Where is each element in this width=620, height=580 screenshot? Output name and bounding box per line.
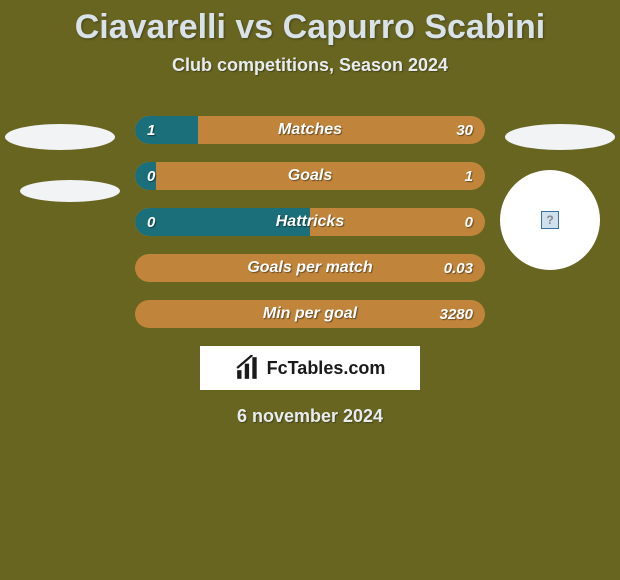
stat-row: 0Goals1 (135, 162, 485, 190)
stat-value-right: 30 (456, 116, 473, 144)
stat-value-right: 3280 (440, 300, 473, 328)
stat-label: Goals (135, 162, 485, 190)
logo-text: FcTables.com (267, 358, 386, 379)
stat-label: Hattricks (135, 208, 485, 236)
page-subtitle: Club competitions, Season 2024 (0, 55, 620, 76)
content: Ciavarelli vs Capurro Scabini Club compe… (0, 0, 620, 427)
stat-value-right: 0 (465, 208, 473, 236)
stat-value-right: 0.03 (444, 254, 473, 282)
bar-chart-icon (235, 355, 261, 381)
stat-label: Goals per match (135, 254, 485, 282)
page-title: Ciavarelli vs Capurro Scabini (0, 8, 620, 47)
fctables-logo[interactable]: FcTables.com (200, 346, 420, 390)
stat-row: Min per goal3280 (135, 300, 485, 328)
stat-row: 0Hattricks0 (135, 208, 485, 236)
stat-label: Matches (135, 116, 485, 144)
date-stamp: 6 november 2024 (0, 406, 620, 427)
stat-value-right: 1 (465, 162, 473, 190)
stat-label: Min per goal (135, 300, 485, 328)
stat-row: 1Matches30 (135, 116, 485, 144)
stat-row: Goals per match0.03 (135, 254, 485, 282)
stats-container: 1Matches300Goals10Hattricks0Goals per ma… (135, 116, 485, 328)
